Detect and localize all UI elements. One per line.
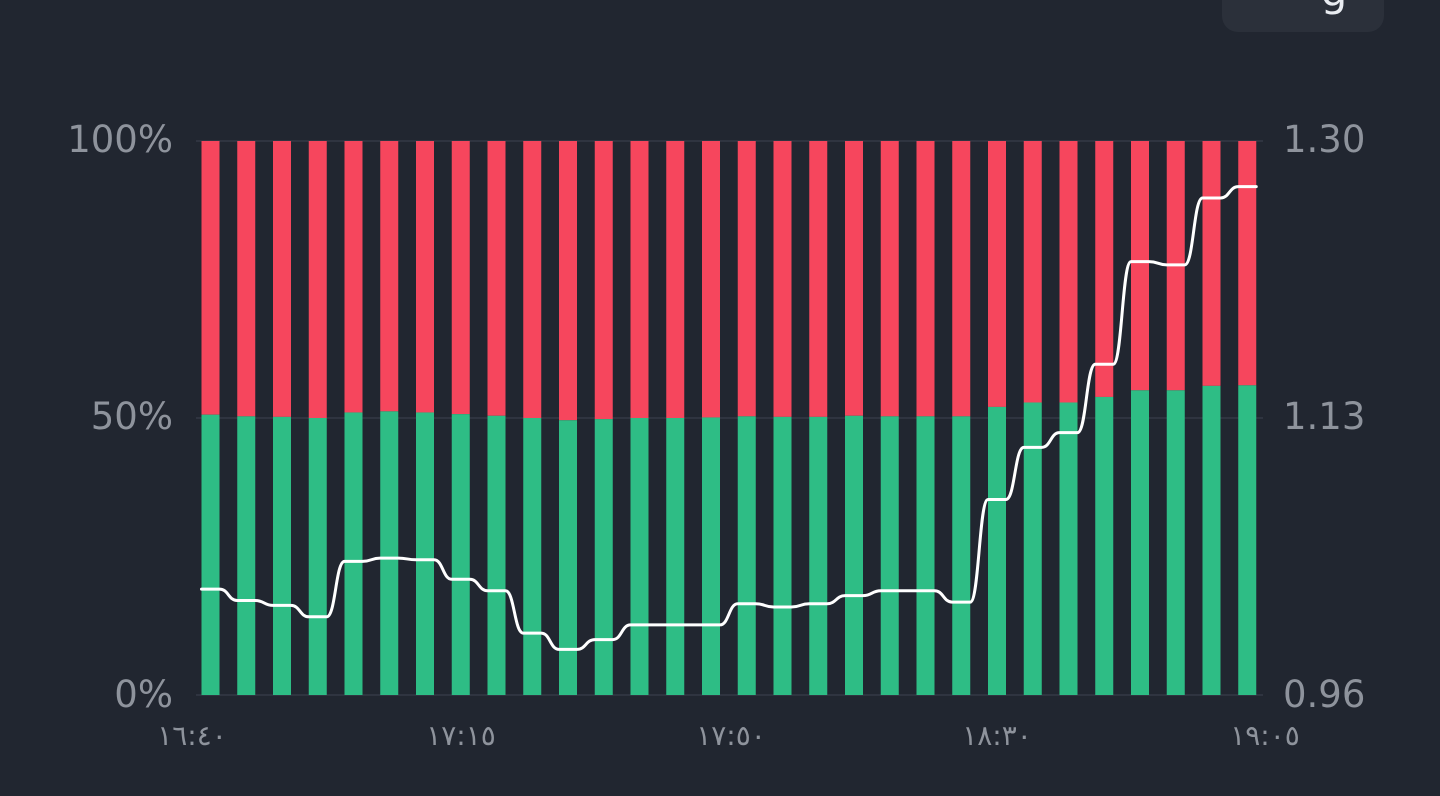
x-tick-label: ١٧:٥٠ — [696, 719, 766, 752]
long-bar[interactable] — [702, 417, 720, 695]
grid-lines — [196, 140, 1263, 696]
short-bar[interactable] — [1059, 141, 1078, 403]
short-bar[interactable] — [1131, 141, 1149, 391]
long-bar[interactable] — [451, 414, 470, 695]
x-axis: ١٦:٤٠ ١٧:١٥ ١٧:٥٠ ١٨:٣٠ ١٩:٠٥ — [157, 719, 1300, 752]
short-bar[interactable] — [666, 141, 685, 418]
short-bar[interactable] — [809, 141, 828, 417]
short-bar[interactable] — [702, 141, 720, 418]
short-bar[interactable] — [737, 141, 756, 417]
short-bar[interactable] — [1238, 141, 1257, 386]
short-bar[interactable] — [1095, 141, 1114, 397]
x-tick-label: ١٧:١٥ — [426, 719, 496, 752]
long-bar[interactable] — [1095, 396, 1114, 695]
short-bar[interactable] — [1202, 141, 1221, 386]
short-bar[interactable] — [201, 141, 220, 415]
long-bar[interactable] — [880, 416, 899, 695]
short-bar[interactable] — [416, 141, 434, 413]
short-bar[interactable] — [308, 141, 327, 418]
short-bar[interactable] — [344, 141, 363, 413]
long-bar[interactable] — [559, 420, 577, 695]
short-bar[interactable] — [487, 141, 506, 416]
short-bar[interactable] — [380, 141, 399, 412]
long-bar[interactable] — [308, 418, 327, 695]
right-tick-label: 0.96 — [1283, 673, 1365, 716]
short-bar[interactable] — [988, 141, 1006, 407]
stacked-bars — [201, 141, 1257, 695]
long-bar[interactable] — [630, 418, 649, 695]
long-bar[interactable] — [845, 415, 863, 695]
left-tick-label: 50% — [91, 395, 173, 438]
short-bar[interactable] — [594, 141, 613, 420]
long-bar[interactable] — [666, 418, 685, 695]
long-bar[interactable] — [273, 416, 291, 695]
long-bar[interactable] — [1238, 385, 1257, 695]
short-bar[interactable] — [273, 141, 291, 417]
left-tick-label: 0% — [114, 673, 173, 716]
right-axis: 1.30 1.13 0.96 — [1283, 118, 1365, 716]
top-menu-pill[interactable]: g — [1222, 0, 1384, 32]
long-bar[interactable] — [1166, 390, 1185, 695]
ratio-line — [200, 185, 1258, 651]
long-bar[interactable] — [487, 415, 506, 695]
long-bar[interactable] — [1023, 402, 1042, 695]
short-bar[interactable] — [916, 141, 935, 417]
short-bar[interactable] — [845, 141, 863, 416]
long-bar[interactable] — [523, 418, 542, 695]
x-tick-label: ١٩:٠٥ — [1230, 719, 1300, 752]
short-bar[interactable] — [880, 141, 899, 417]
short-bar[interactable] — [559, 141, 577, 421]
long-bar[interactable] — [201, 414, 220, 695]
x-tick-label: ١٨:٣٠ — [962, 719, 1032, 752]
long-bar[interactable] — [237, 416, 256, 695]
left-tick-label: 100% — [67, 118, 173, 161]
long-bar[interactable] — [988, 406, 1006, 695]
short-bar[interactable] — [451, 141, 470, 415]
long-bar[interactable] — [344, 412, 363, 695]
right-tick-label: 1.30 — [1283, 118, 1365, 161]
short-bar[interactable] — [630, 141, 649, 418]
long-bar[interactable] — [952, 416, 971, 695]
long-bar[interactable] — [1131, 390, 1149, 695]
long-bar[interactable] — [380, 411, 399, 695]
long-bar[interactable] — [416, 412, 434, 695]
long-bar[interactable] — [594, 419, 613, 695]
short-bar[interactable] — [237, 141, 256, 417]
long-bar[interactable] — [737, 416, 756, 695]
long-bar[interactable] — [1059, 402, 1078, 695]
long-bar[interactable] — [1202, 385, 1221, 695]
long-bar[interactable] — [809, 416, 828, 695]
x-tick-label: ١٦:٤٠ — [157, 719, 227, 752]
ratio-line-layer — [200, 185, 1258, 651]
long-bar[interactable] — [773, 416, 792, 695]
right-tick-label: 1.13 — [1283, 395, 1365, 438]
short-bar[interactable] — [523, 141, 542, 418]
pill-glyph: g — [1314, 0, 1354, 20]
short-bar[interactable] — [952, 141, 971, 417]
short-bar[interactable] — [773, 141, 792, 417]
left-axis: 100% 50% 0% — [67, 118, 173, 716]
short-bar[interactable] — [1023, 141, 1042, 403]
long-bar[interactable] — [916, 416, 935, 695]
